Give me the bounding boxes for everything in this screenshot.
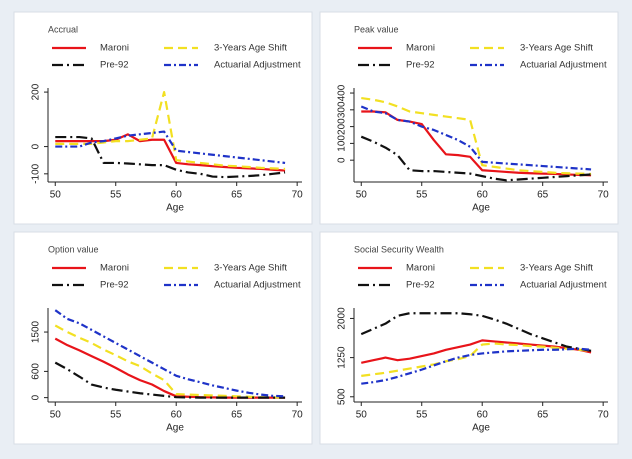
y-tick-label: 0	[31, 143, 42, 149]
x-tick-label: 65	[537, 190, 549, 201]
y-tick-label: 500	[337, 388, 348, 405]
x-tick-label: 70	[598, 190, 610, 201]
x-tick-label: 50	[50, 410, 62, 421]
chart-title: Accrual	[48, 24, 78, 34]
x-tick-label: 60	[477, 190, 489, 201]
y-tick-label: 200	[337, 118, 348, 135]
x-tick-label: 65	[537, 410, 549, 421]
legend-label: Pre-92	[100, 280, 129, 291]
series-line	[55, 135, 286, 179]
series-line	[360, 135, 592, 182]
panel: Accrual Maroni 3-Years Age Shift Pre-92 Actu…	[13, 11, 313, 225]
series-line	[54, 309, 286, 398]
x-tick-label: 50	[50, 190, 62, 201]
chart-title: Peak value	[354, 24, 399, 34]
legend-label: 3-Years Age Shift	[520, 43, 593, 54]
series-line	[361, 347, 592, 385]
x-axis-label: Age	[166, 203, 184, 214]
legend-label: Pre-92	[100, 60, 129, 71]
x-axis-label: Age	[472, 423, 490, 434]
x-tick-label: 55	[416, 190, 428, 201]
legend-label: Actuarial Adjustment	[520, 280, 607, 291]
series-line	[54, 361, 286, 399]
legend-label: Pre-92	[406, 280, 435, 291]
series-line	[360, 312, 592, 352]
y-tick-label: -100	[31, 163, 42, 183]
x-tick-label: 60	[171, 190, 183, 201]
y-tick-label: 400	[337, 84, 348, 101]
x-tick-label: 65	[231, 410, 243, 421]
x-tick-label: 70	[292, 410, 304, 421]
series-line	[361, 96, 592, 176]
legend-label: Pre-92	[406, 60, 435, 71]
x-tick-label: 55	[416, 410, 428, 421]
x-tick-label: 60	[477, 410, 489, 421]
x-axis-label: Age	[472, 203, 490, 214]
chart-title: Social Security Wealth	[354, 244, 444, 254]
legend-label: 3-Years Age Shift	[214, 263, 287, 274]
legend-label: Maroni	[406, 43, 435, 54]
series-line	[361, 342, 592, 377]
y-tick-label: 1250	[337, 346, 348, 369]
x-tick-label: 55	[110, 410, 122, 421]
x-tick-label: 65	[231, 190, 243, 201]
panel: Social Security Wealth Maroni 3-Years Age …	[319, 231, 619, 445]
panel: Peak value Maroni 3-Years Age Shift Pre-92 A…	[319, 11, 619, 225]
x-tick-label: 50	[356, 190, 368, 201]
x-tick-label: 70	[292, 190, 304, 201]
y-tick-label: 600	[31, 363, 42, 380]
y-tick-label: 2000	[337, 307, 348, 330]
y-tick-label: 100	[337, 135, 348, 152]
series-line	[55, 130, 286, 165]
legend-label: Maroni	[100, 263, 129, 274]
x-tick-label: 70	[598, 410, 610, 421]
legend-label: Actuarial Adjustment	[214, 60, 301, 71]
y-tick-label: 1500	[31, 320, 42, 343]
legend-label: 3-Years Age Shift	[214, 43, 287, 54]
y-tick-label: 300	[337, 101, 348, 118]
chart-title: Option value	[48, 244, 99, 254]
legend-label: Maroni	[100, 43, 129, 54]
legend-label: 3-Years Age Shift	[520, 263, 593, 274]
x-axis-label: Age	[166, 423, 184, 434]
legend-label: Actuarial Adjustment	[520, 60, 607, 71]
x-tick-label: 50	[356, 410, 368, 421]
series-line	[55, 90, 286, 171]
y-tick-label: 0	[31, 394, 42, 400]
y-tick-label: 200	[31, 83, 42, 100]
y-tick-label: 0	[337, 157, 348, 163]
legend-label: Maroni	[406, 263, 435, 274]
series-line	[360, 105, 592, 171]
series-line	[55, 133, 286, 172]
legend-label: Actuarial Adjustment	[214, 280, 301, 291]
x-tick-label: 55	[110, 190, 122, 201]
x-tick-label: 60	[171, 410, 183, 421]
